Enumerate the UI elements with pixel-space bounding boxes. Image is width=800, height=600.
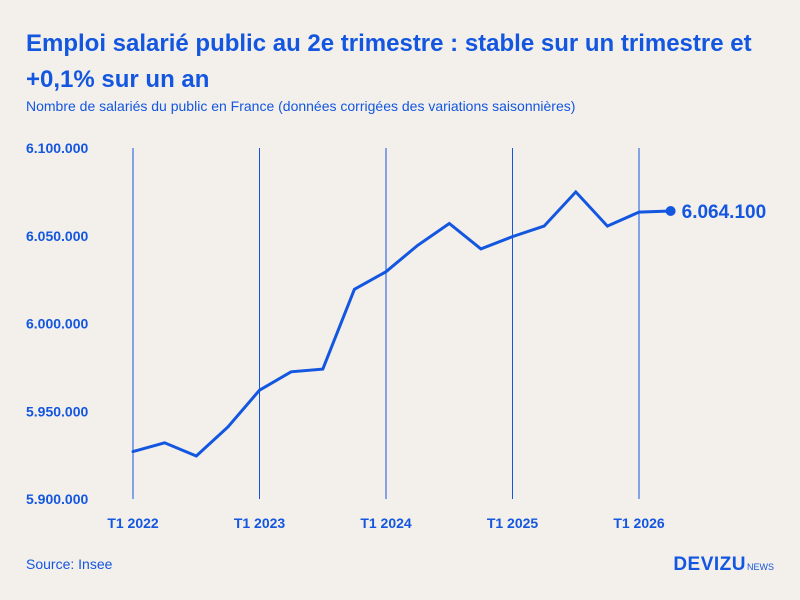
y-tick-label: 6.000.000 — [26, 316, 88, 332]
x-tick-label: T1 2023 — [234, 515, 286, 531]
x-tick-label: T1 2022 — [107, 515, 159, 531]
series-layer: 6.064.100 — [131, 189, 767, 458]
y-tick-label: 5.900.000 — [26, 491, 88, 507]
y-tick-label: 6.050.000 — [26, 228, 88, 244]
last-value-label: 6.064.100 — [682, 202, 767, 223]
grid-lines — [132, 148, 640, 499]
last-point-marker — [665, 206, 676, 217]
brand-logo: DEVIZUNEWS — [673, 554, 774, 576]
y-tick-label: 5.950.000 — [26, 403, 88, 419]
x-tick-label: T1 2025 — [487, 515, 539, 531]
chart-title: Emploi salarié public au 2e trimestre : … — [26, 30, 752, 93]
brand-suffix: NEWS — [747, 562, 774, 572]
x-axis-ticks: T1 2022 T1 2023 T1 2024 T1 2025 T1 2026 — [107, 515, 665, 531]
brand-name: DEVIZU — [673, 554, 746, 575]
series-line — [131, 189, 673, 458]
y-tick-label: 6.100.000 — [26, 140, 88, 156]
x-tick-label: T1 2024 — [360, 515, 412, 531]
source-note: Source: Insee — [26, 556, 113, 572]
chart-subtitle: Nombre de salariés du public en France (… — [26, 98, 576, 114]
x-tick-label: T1 2026 — [613, 515, 665, 531]
y-axis-ticks: 6.100.000 6.050.000 6.000.000 5.950.000 5.90… — [26, 140, 88, 507]
